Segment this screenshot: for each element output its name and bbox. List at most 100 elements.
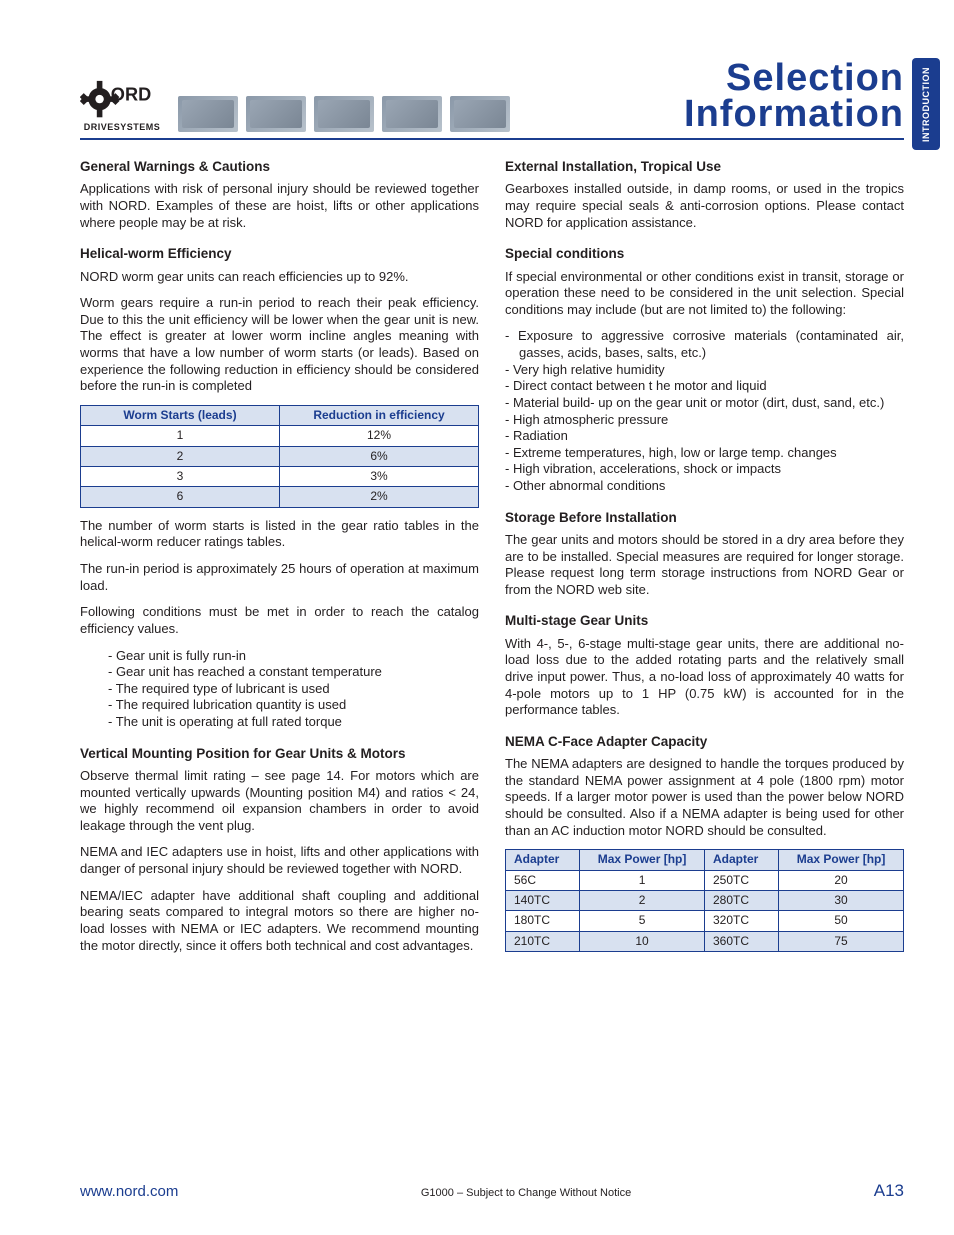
cell: 210TC — [506, 931, 580, 951]
thumb-1 — [178, 96, 238, 132]
cell: 360TC — [704, 931, 778, 951]
footer-page-number: A13 — [874, 1181, 904, 1201]
header-left: ORD DRIVESYSTEMS — [80, 72, 510, 132]
list-item: - Exposure to aggressive corrosive mater… — [505, 328, 904, 361]
cell: 12% — [280, 426, 479, 446]
cell: 1 — [580, 870, 705, 890]
content-columns: General Warnings & Cautions Applications… — [80, 158, 904, 964]
list-item: - Gear unit is fully run-in — [108, 648, 479, 665]
product-thumbnails — [178, 96, 510, 132]
page-footer: www.nord.com G1000 – Subject to Change W… — [80, 1181, 904, 1201]
heading-helical-worm: Helical-worm Efficiency — [80, 245, 479, 262]
cell: 5 — [580, 911, 705, 931]
brand-logo: ORD DRIVESYSTEMS — [80, 72, 164, 132]
para: NORD worm gear units can reach efficienc… — [80, 269, 479, 286]
page-title-line2: Information — [684, 96, 904, 132]
thumb-4 — [382, 96, 442, 132]
list-item: - Very high relative humidity — [505, 362, 904, 379]
adapter-table: Adapter Max Power [hp] Adapter Max Power… — [505, 849, 904, 952]
table-row: 112% — [81, 426, 479, 446]
special-conditions-list: - Exposure to aggressive corrosive mater… — [505, 328, 904, 494]
para: The run-in period is approximately 25 ho… — [80, 561, 479, 594]
para: The NEMA adapters are designed to handle… — [505, 756, 904, 839]
para: The gear units and motors should be stor… — [505, 532, 904, 599]
para: NEMA and IEC adapters use in hoist, lift… — [80, 844, 479, 877]
tbody-eff: 112%26%33%62% — [81, 426, 479, 507]
para: Applications with risk of personal injur… — [80, 181, 479, 231]
heading-vertical-mounting: Vertical Mounting Position for Gear Unit… — [80, 745, 479, 762]
table-row: 62% — [81, 487, 479, 507]
para: Following conditions must be met in orde… — [80, 604, 479, 637]
page-title-line1: Selection — [684, 60, 904, 96]
heading-special-conditions: Special conditions — [505, 245, 904, 262]
side-tab-introduction: INTRODUCTION — [912, 58, 940, 150]
right-column: External Installation, Tropical Use Gear… — [505, 158, 904, 964]
th: Max Power [hp] — [779, 850, 904, 870]
cell: 3 — [81, 467, 280, 487]
cell: 6 — [81, 487, 280, 507]
cell: 10 — [580, 931, 705, 951]
th: Adapter — [704, 850, 778, 870]
heading-multistage: Multi-stage Gear Units — [505, 612, 904, 629]
th: Adapter — [506, 850, 580, 870]
list-item: - The required type of lubricant is used — [108, 681, 479, 698]
para: The number of worm starts is listed in t… — [80, 518, 479, 551]
footer-url: www.nord.com — [80, 1183, 178, 1200]
page-title: Selection Information — [684, 60, 904, 132]
page-header: ORD DRIVESYSTEMS Selection Information — [80, 60, 904, 140]
list-item: - Other abnormal conditions — [505, 478, 904, 495]
thumb-5 — [450, 96, 510, 132]
heading-general-warnings: General Warnings & Cautions — [80, 158, 479, 175]
efficiency-table: Worm Starts (leads) Reduction in efficie… — [80, 405, 479, 508]
th: Reduction in efficiency — [280, 405, 479, 425]
cell: 1 — [81, 426, 280, 446]
list-item: - Material build- up on the gear unit or… — [505, 395, 904, 412]
table-row: 140TC2280TC30 — [506, 890, 904, 910]
table-row: 26% — [81, 446, 479, 466]
cell: 75 — [779, 931, 904, 951]
cell: 3% — [280, 467, 479, 487]
list-item: - Radiation — [505, 428, 904, 445]
cell: 2 — [81, 446, 280, 466]
table-row: 210TC10360TC75 — [506, 931, 904, 951]
th: Max Power [hp] — [580, 850, 705, 870]
table-row: 180TC5320TC50 — [506, 911, 904, 931]
left-column: General Warnings & Cautions Applications… — [80, 158, 479, 964]
list-item: - Direct contact between t he motor and … — [505, 378, 904, 395]
list-item: - Gear unit has reached a constant tempe… — [108, 664, 479, 681]
tbody-adapter: 56C1250TC20140TC2280TC30180TC5320TC50210… — [506, 870, 904, 951]
cell: 280TC — [704, 890, 778, 910]
list-item: - High atmospheric pressure — [505, 412, 904, 429]
cell: 20 — [779, 870, 904, 890]
para: If special environmental or other condit… — [505, 269, 904, 319]
para: Worm gears require a run-in period to re… — [80, 295, 479, 395]
conditions-list: - Gear unit is fully run-in- Gear unit h… — [108, 648, 479, 731]
cell: 180TC — [506, 911, 580, 931]
cell: 140TC — [506, 890, 580, 910]
list-item: - Extreme temperatures, high, low or lar… — [505, 445, 904, 462]
cell: 50 — [779, 911, 904, 931]
cell: 30 — [779, 890, 904, 910]
heading-external-install: External Installation, Tropical Use — [505, 158, 904, 175]
heading-nema-adapter: NEMA C-Face Adapter Capacity — [505, 733, 904, 750]
para: NEMA/IEC adapter have additional shaft c… — [80, 888, 479, 955]
thumb-3 — [314, 96, 374, 132]
para: Observe thermal limit rating – see page … — [80, 768, 479, 835]
table-row: 33% — [81, 467, 479, 487]
table-row: 56C1250TC20 — [506, 870, 904, 890]
cell: 250TC — [704, 870, 778, 890]
list-item: - The unit is operating at full rated to… — [108, 714, 479, 731]
cell: 2% — [280, 487, 479, 507]
svg-text:ORD: ORD — [111, 85, 151, 105]
para: Gearboxes installed outside, in damp roo… — [505, 181, 904, 231]
cell: 320TC — [704, 911, 778, 931]
thumb-2 — [246, 96, 306, 132]
cell: 2 — [580, 890, 705, 910]
side-tab-label: INTRODUCTION — [921, 67, 931, 142]
nord-gear-icon: ORD — [80, 72, 164, 122]
cell: 56C — [506, 870, 580, 890]
list-item: - High vibration, accelerations, shock o… — [505, 461, 904, 478]
cell: 6% — [280, 446, 479, 466]
footer-notice: G1000 – Subject to Change Without Notice — [421, 1187, 631, 1199]
para: With 4-, 5-, 6-stage multi-stage gear un… — [505, 636, 904, 719]
